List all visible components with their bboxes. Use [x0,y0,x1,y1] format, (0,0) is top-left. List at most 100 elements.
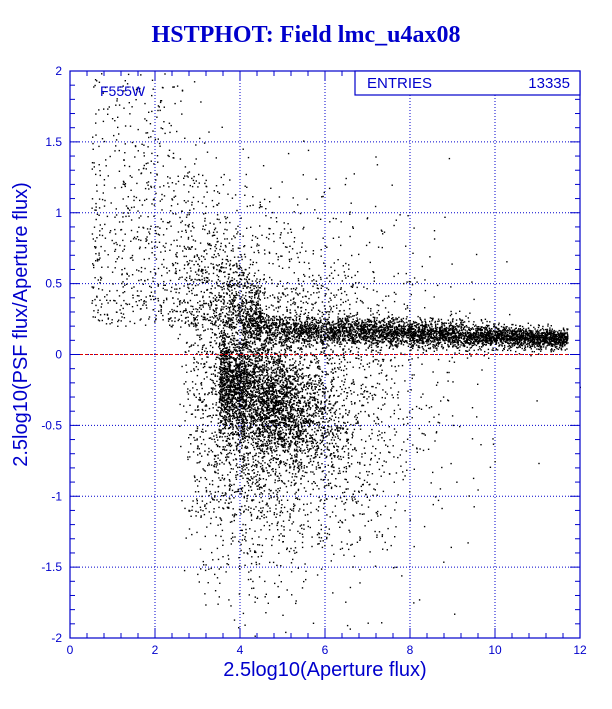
data-point [550,343,552,345]
data-point [365,337,367,339]
data-point [316,338,319,340]
data-point [431,330,434,333]
data-point [260,331,262,334]
data-point [432,317,434,320]
data-point [417,334,419,336]
data-point [557,338,559,340]
data-point [482,333,484,335]
data-point [541,327,544,330]
data-point [514,330,517,332]
data-point [287,317,289,319]
data-point [501,344,503,346]
data-point [388,334,390,336]
data-point [503,340,505,342]
data-point [407,330,410,332]
data-point [454,334,457,336]
data-point [502,329,505,331]
data-point [424,333,426,335]
data-point [308,335,310,337]
data-point [509,345,511,347]
data-point [468,320,470,323]
data-point [503,344,506,347]
data-point [326,322,328,324]
data-point [537,334,539,336]
data-point [311,317,314,319]
data-point [405,336,408,338]
data-point [386,337,388,340]
data-point [440,337,443,340]
data-point [423,325,425,327]
data-point [276,331,279,333]
data-point [305,331,307,334]
data-point [371,320,373,323]
data-point [256,332,258,334]
data-point [476,336,478,338]
data-point [264,327,267,329]
data-point [389,337,391,340]
data-point [370,344,373,346]
data-point [340,326,342,328]
data-point [326,319,329,321]
data-point [315,328,318,330]
data-point [502,342,504,344]
data-point [538,338,541,340]
data-point [369,328,372,331]
data-point [337,329,339,331]
data-point [519,328,522,330]
data-point [551,333,554,335]
data-point [295,318,297,320]
data-point [263,328,265,330]
data-point [379,330,381,332]
data-point [355,340,357,342]
data-point [357,351,359,353]
data-point [434,330,437,332]
data-point [525,343,528,345]
data-point [267,327,269,329]
data-point [304,335,306,338]
data-point [517,333,519,336]
data-point [432,337,434,339]
data-point [452,327,454,329]
data-point [265,320,267,322]
data-point [429,327,431,330]
data-point [342,321,344,323]
data-point [412,327,414,330]
data-point [507,335,510,337]
data-point [429,320,431,323]
data-point [337,326,340,329]
data-point [376,319,378,322]
data-point [550,349,552,351]
data-point [273,331,275,334]
data-point [256,334,258,336]
data-point [460,326,462,328]
data-point [527,334,530,336]
data-point [450,322,452,325]
data-point [492,337,494,339]
data-point [500,325,503,328]
data-point [457,341,459,344]
data-point [337,320,339,323]
data-point [417,315,419,318]
data-point [326,334,329,336]
data-point [510,327,513,329]
data-point [346,315,348,317]
data-point [406,331,408,334]
data-point [477,342,480,344]
data-point [364,332,366,334]
data-point [309,338,311,340]
data-point [523,332,525,334]
data-point [360,338,363,341]
data-point [536,340,539,342]
data-point [508,344,511,347]
data-point [319,317,321,319]
data-point [529,340,532,342]
data-point [400,320,403,323]
data-point [419,318,422,320]
data-point [459,319,462,321]
data-point [544,337,546,339]
data-point [375,339,378,342]
data-point [243,339,245,342]
data-point [459,340,461,342]
data-point [536,329,539,331]
data-point [373,321,375,323]
